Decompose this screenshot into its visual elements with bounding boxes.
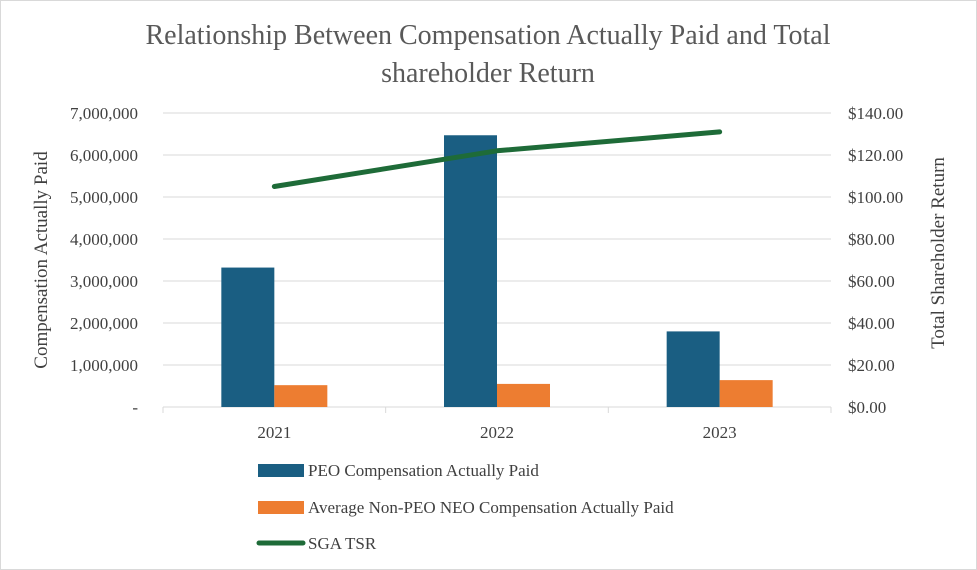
y-tick-label-right: $0.00 (848, 398, 886, 417)
y-tick-label-left: 1,000,000 (70, 356, 138, 375)
y-tick-label-left: 5,000,000 (70, 188, 138, 207)
y-axis-title-left: Compensation Actually Paid (31, 151, 52, 369)
y-tick-label-right: $80.00 (848, 230, 895, 249)
non-peo-bar (274, 385, 328, 407)
y-tick-label-right: $120.00 (848, 146, 903, 165)
tsr-line-path (271, 129, 723, 189)
y-tick-label-right: $100.00 (848, 188, 903, 207)
y-tick-label-right: $60.00 (848, 272, 895, 291)
peo-bar (666, 331, 720, 407)
non-peo-bar (719, 380, 773, 407)
legend-label: SGA TSR (308, 534, 377, 553)
y-tick-label-left: 6,000,000 (70, 146, 138, 165)
tsr-line (271, 129, 723, 189)
legend-label: PEO Compensation Actually Paid (308, 461, 539, 480)
y-tick-label-left: 3,000,000 (70, 272, 138, 291)
chart-title-line-1: Relationship Between Compensation Actual… (146, 20, 831, 51)
legend: PEO Compensation Actually Paid Average No… (256, 461, 674, 553)
y-tick-label-left: 4,000,000 (70, 230, 138, 249)
tick-labels: - $0.00 1,000,000 $20.00 2,000,000 $40.00 3,00… (70, 104, 903, 442)
y-axis-title-right: Total Shareholder Return (928, 157, 949, 349)
legend-swatch (258, 464, 304, 477)
chart-title-line-2: shareholder Return (381, 58, 595, 89)
peo-bar (444, 135, 497, 407)
legend-label: Average Non-PEO NEO Compensation Actuall… (308, 498, 674, 517)
legend-swatch (258, 501, 304, 514)
bars (221, 135, 773, 407)
x-tick-label: 2021 (257, 423, 291, 442)
y-tick-label-right: $40.00 (848, 314, 895, 333)
y-tick-label-left: 7,000,000 (70, 104, 138, 123)
y-tick-label-right: $140.00 (848, 104, 903, 123)
y-tick-label-left: 2,000,000 (70, 314, 138, 333)
x-tick-label: 2023 (703, 423, 737, 442)
y-tick-label-left: - (132, 398, 138, 417)
non-peo-bar (497, 383, 550, 407)
x-tick-label: 2022 (480, 423, 514, 442)
y-tick-label-right: $20.00 (848, 356, 895, 375)
peo-bar (221, 267, 275, 407)
